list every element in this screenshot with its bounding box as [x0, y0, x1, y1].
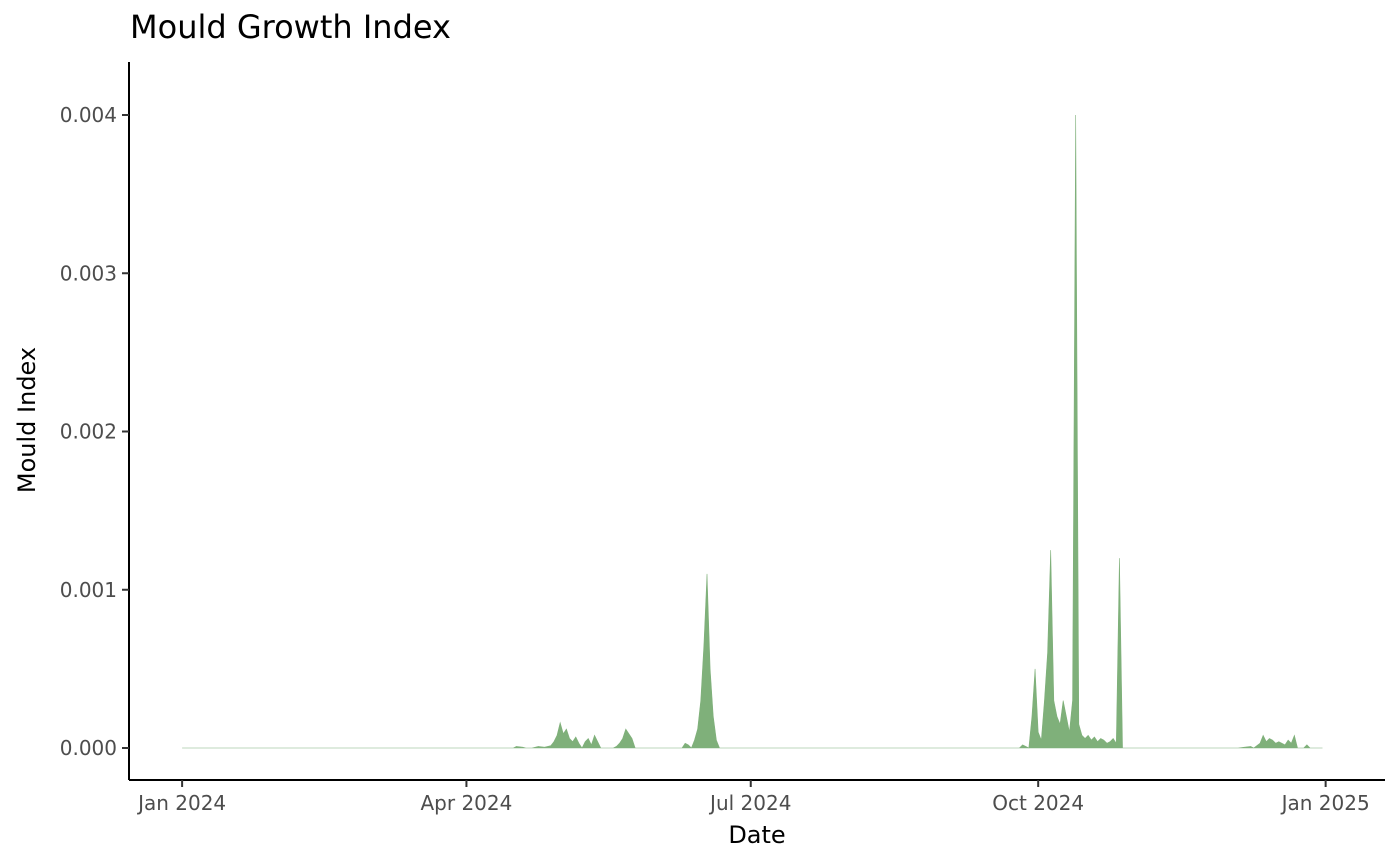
x-tick-label: Jan 2024: [136, 791, 226, 815]
y-tick-label: 0.004: [60, 103, 117, 127]
area-layer: [182, 114, 1323, 749]
y-axis-ticks: 0.000 0.001 0.002 0.003 0.004: [60, 103, 129, 760]
x-axis-ticks: Jan 2024 Apr 2024 Jul 2024 Oct 2024 Jan 2025: [136, 780, 1370, 815]
x-tick-label: Oct 2024: [992, 791, 1084, 815]
x-tick-label: Jan 2025: [1280, 791, 1370, 815]
series-area: [182, 114, 1323, 749]
y-tick-label: 0.002: [60, 420, 117, 444]
x-tick-label: Apr 2024: [421, 791, 513, 815]
y-tick-label: 0.001: [60, 578, 117, 602]
y-tick-label: 0.000: [60, 736, 117, 760]
y-tick-label: 0.003: [60, 261, 117, 285]
x-tick-label: Jul 2024: [708, 791, 791, 815]
chart-title: Mould Growth Index: [130, 8, 451, 46]
x-axis-title: Date: [728, 821, 785, 849]
y-axis-title: Mould Index: [13, 347, 41, 493]
